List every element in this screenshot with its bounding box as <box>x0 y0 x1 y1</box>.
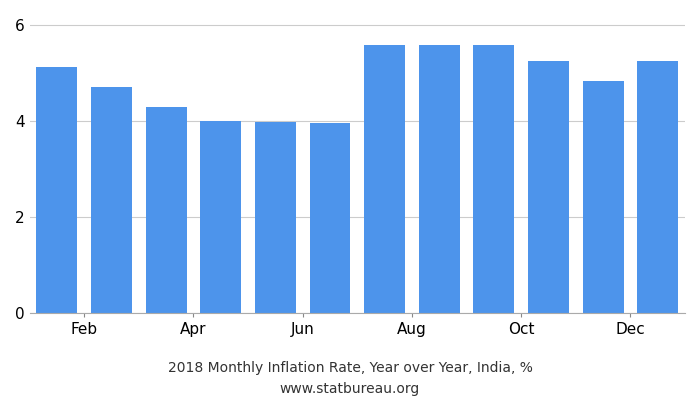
Bar <box>419 45 460 313</box>
Bar <box>255 122 296 313</box>
Text: 2018 Monthly Inflation Rate, Year over Year, India, %
www.statbureau.org: 2018 Monthly Inflation Rate, Year over Y… <box>167 362 533 396</box>
Bar <box>364 45 405 313</box>
Bar <box>91 87 132 313</box>
Bar <box>473 45 514 313</box>
Bar <box>582 81 624 313</box>
Bar <box>146 107 187 313</box>
Bar <box>200 121 242 313</box>
Bar <box>309 123 351 313</box>
Bar <box>36 67 78 313</box>
Bar <box>637 61 678 313</box>
Bar <box>528 61 569 313</box>
